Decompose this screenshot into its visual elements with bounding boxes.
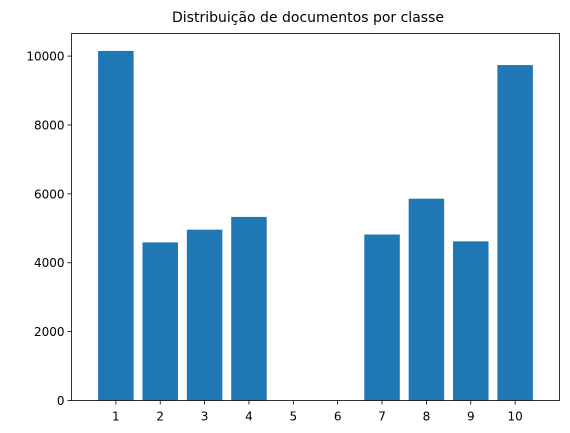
- bar-class-1: [98, 50, 134, 401]
- y-tick-label: 0: [57, 394, 65, 408]
- x-tick-label: 1: [112, 410, 120, 424]
- x-tick-label: 5: [289, 410, 297, 424]
- x-tick-label: 3: [201, 410, 209, 424]
- x-tick-label: 10: [507, 410, 522, 424]
- x-tick-label: 7: [378, 410, 386, 424]
- y-tick-label: 2000: [34, 325, 65, 339]
- bar-class-10: [497, 65, 533, 401]
- bar-class-2: [142, 242, 178, 401]
- bar-class-3: [186, 229, 223, 401]
- x-tick-label: 8: [423, 410, 431, 424]
- x-axis: 1 2 3 4 5 6 7 8 9 10: [112, 400, 523, 424]
- bars-layer: [98, 50, 533, 401]
- plot-frame: [71, 33, 560, 401]
- y-tick-label: 10000: [26, 50, 64, 64]
- x-tick-label: 6: [334, 410, 342, 424]
- y-tick-label: 8000: [34, 118, 65, 132]
- x-tick-label: 2: [156, 410, 164, 424]
- bar-class-4: [231, 216, 267, 401]
- x-tick-label: 4: [245, 410, 253, 424]
- y-axis: 0 2000 4000 6000 8000 10000: [26, 50, 72, 408]
- y-tick-label: 4000: [34, 256, 65, 270]
- bar-class-9: [453, 241, 489, 401]
- chart-title: Distribuição de documentos por classe: [172, 10, 444, 26]
- bar-class-8: [408, 198, 445, 401]
- y-tick-label: 6000: [34, 187, 65, 201]
- x-tick-label: 9: [467, 410, 475, 424]
- bar-class-7: [364, 234, 400, 401]
